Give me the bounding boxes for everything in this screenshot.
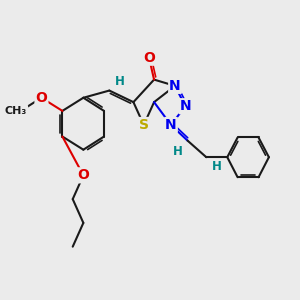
Text: N: N — [179, 99, 191, 113]
Text: N: N — [169, 79, 181, 93]
Text: CH₃: CH₃ — [5, 106, 27, 116]
Text: N: N — [165, 118, 177, 132]
Text: H: H — [173, 145, 183, 158]
Text: H: H — [115, 75, 124, 88]
Text: S: S — [139, 118, 149, 132]
Text: O: O — [143, 51, 155, 65]
Text: H: H — [212, 160, 222, 173]
Text: O: O — [35, 91, 47, 105]
Text: O: O — [77, 168, 89, 182]
